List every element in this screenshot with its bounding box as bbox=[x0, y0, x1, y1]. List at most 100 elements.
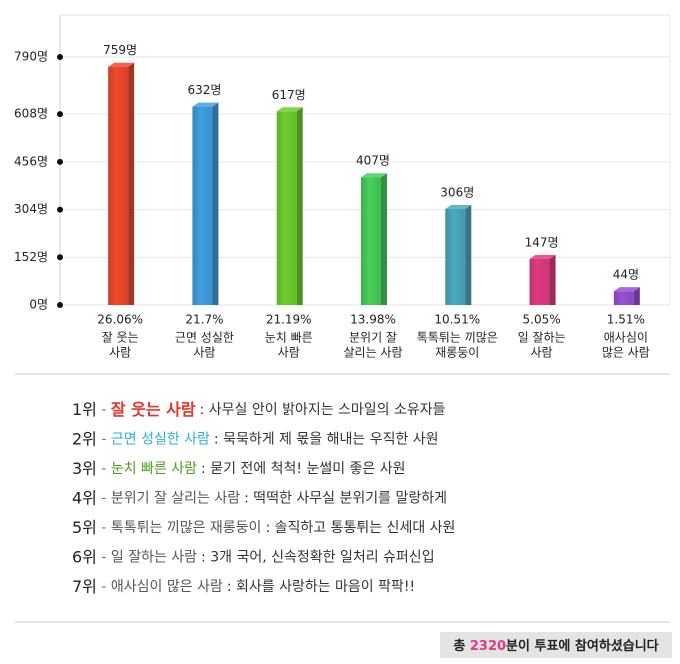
ranking-name: 분위기 잘 살리는 사람 bbox=[111, 491, 240, 507]
bar bbox=[361, 177, 381, 305]
bar-side bbox=[633, 287, 640, 305]
tick-dot bbox=[57, 158, 63, 165]
footer-box bbox=[440, 632, 672, 658]
x-tick-label: 톡톡튀는 끼많은 bbox=[417, 331, 498, 345]
bar-top bbox=[613, 287, 640, 292]
bar bbox=[529, 258, 550, 305]
bar-side bbox=[381, 173, 387, 305]
percent-label: 21.19% bbox=[266, 313, 312, 327]
value-label: 147명 bbox=[525, 235, 559, 249]
ranking-dash: - bbox=[97, 520, 111, 536]
ranking-name: 애사심이 많은 사람 bbox=[111, 579, 223, 595]
ranking-desc: : 사무실 안이 밝아지는 스마일의 소유자들 bbox=[200, 402, 446, 418]
x-tick-label: 살리는 사람 bbox=[343, 346, 402, 360]
tick-dot bbox=[57, 254, 63, 261]
ranking-dash: - bbox=[97, 432, 111, 448]
ranking-name: 근면 성실한 사람 bbox=[111, 432, 210, 448]
ranking-dash: - bbox=[97, 461, 111, 477]
bar-side bbox=[465, 204, 472, 305]
ranking-desc: : 묻기 전에 척척! 눈썰미 좋은 사원 bbox=[201, 461, 405, 477]
y-tick-label: 456명 bbox=[14, 154, 48, 168]
y-tick-label: 0명 bbox=[29, 298, 48, 312]
ranking-item: 1위 - 잘 웃는 사람: 사무실 안이 밝아지는 스마일의 소유자들 bbox=[72, 400, 446, 419]
ranking-name: 일 잘하는 사람 bbox=[111, 550, 197, 566]
ranking-desc: : 묵묵하게 제 몫을 해내는 우직한 사원 bbox=[214, 432, 439, 448]
y-tick-label: 304명 bbox=[14, 202, 48, 216]
footer-prefix: 총 bbox=[453, 638, 465, 654]
ranking-name: 잘 웃는 사람 bbox=[111, 400, 196, 419]
value-label: 306명 bbox=[440, 185, 474, 199]
footer: 총 2320분이 투표에 참여하셨습니다 bbox=[453, 638, 658, 654]
bar-side bbox=[128, 62, 135, 305]
ranking-dash: - bbox=[97, 402, 111, 418]
value-label: 632명 bbox=[187, 83, 221, 97]
percent-label: 13.98% bbox=[350, 313, 396, 327]
percent-label: 21.7% bbox=[185, 313, 223, 327]
x-tick-label: 많은 사람 bbox=[602, 346, 650, 360]
percent-label: 10.51% bbox=[434, 313, 480, 327]
value-label: 617명 bbox=[272, 88, 306, 102]
ranking-rank: 3위 bbox=[72, 459, 97, 478]
bar-top bbox=[445, 204, 472, 209]
x-tick-label: 근면 성실한 bbox=[175, 331, 234, 345]
bar-side bbox=[296, 107, 303, 305]
bar bbox=[192, 106, 213, 305]
bar-top bbox=[276, 107, 303, 112]
y-tick-label: 608명 bbox=[14, 107, 48, 121]
bar bbox=[613, 291, 634, 305]
value-label: 407명 bbox=[356, 154, 390, 168]
x-tick-label: 애사심이 bbox=[604, 331, 648, 345]
ranking-item: 2위 - 근면 성실한 사람: 묵묵하게 제 몫을 해내는 우직한 사원 bbox=[72, 429, 439, 448]
ranking-item: 3위 - 눈치 빠른 사람: 묻기 전에 척척! 눈썰미 좋은 사원 bbox=[72, 459, 406, 478]
ranking-name: 눈치 빠른 사람 bbox=[111, 461, 197, 477]
ranking-item: 7위 - 애사심이 많은 사람: 회사를 사랑하는 마음이 팍팍!! bbox=[72, 577, 415, 596]
bar-top bbox=[529, 254, 556, 259]
ranking-item: 6위 - 일 잘하는 사람: 3개 국어, 신속정확한 일처리 슈퍼신입 bbox=[72, 547, 435, 566]
ranking-rank: 6위 bbox=[72, 547, 97, 566]
percent-label: 5.05% bbox=[523, 313, 561, 327]
ranking-rank: 4위 bbox=[72, 488, 97, 507]
ranking-dash: - bbox=[97, 491, 111, 507]
percent-label: 26.06% bbox=[97, 313, 143, 327]
value-label: 44명 bbox=[613, 268, 639, 282]
x-tick-label: 사람 bbox=[531, 346, 553, 360]
tick-dot bbox=[57, 54, 63, 60]
footer-count: 2320 bbox=[470, 639, 506, 654]
ranking-name: 톡톡튀는 끼많은 재롱둥이 bbox=[111, 520, 262, 536]
ranking-desc: : 솔직하고 통통튀는 신세대 사원 bbox=[265, 520, 455, 536]
ranking-rank: 1위 bbox=[72, 400, 97, 419]
footer-suffix: 분이 투표에 참여하셨습니다 bbox=[506, 638, 659, 654]
ranking-desc: : 떡떡한 사무실 분위기를 말랑하게 bbox=[244, 491, 447, 507]
tick-dot bbox=[57, 302, 63, 308]
bar bbox=[276, 111, 297, 305]
x-tick-label: 잘 웃는 bbox=[102, 331, 139, 345]
bar-top bbox=[361, 173, 387, 178]
bar-top bbox=[108, 62, 135, 67]
x-tick-label: 사람 bbox=[193, 346, 215, 360]
ranking-item: 5위 - 톡톡튀는 끼많은 재롱둥이: 솔직하고 통통튀는 신세대 사원 bbox=[72, 518, 455, 537]
y-tick-label: 790명 bbox=[14, 50, 48, 64]
x-tick-label: 눈치 빠른 bbox=[265, 331, 313, 345]
ranking-item: 4위 - 분위기 잘 살리는 사람: 떡떡한 사무실 분위기를 말랑하게 bbox=[72, 488, 447, 507]
bar-side bbox=[549, 254, 556, 305]
value-label: 759명 bbox=[103, 43, 137, 57]
bar-top bbox=[192, 102, 219, 107]
ranking-desc: : 회사를 사랑하는 마음이 팍팍!! bbox=[227, 579, 415, 595]
ranking-dash: - bbox=[97, 550, 111, 566]
bar-side bbox=[212, 102, 219, 305]
tick-dot bbox=[57, 206, 63, 213]
x-tick-label: 사람 bbox=[109, 346, 131, 360]
ranking-desc: : 3개 국어, 신속정확한 일처리 슈퍼신입 bbox=[201, 550, 435, 566]
ranking-dash: - bbox=[97, 579, 111, 595]
ranking-rank: 7위 bbox=[72, 577, 97, 596]
x-tick-label: 사람 bbox=[278, 346, 300, 360]
bar bbox=[445, 208, 466, 305]
x-tick-label: 일 잘하는 bbox=[518, 331, 566, 345]
x-tick-label: 분위기 잘 bbox=[349, 331, 397, 345]
ranking-rank: 2위 bbox=[72, 429, 97, 448]
x-tick-label: 재롱둥이 bbox=[435, 346, 479, 360]
bar bbox=[108, 66, 129, 305]
tick-dot bbox=[57, 111, 63, 118]
